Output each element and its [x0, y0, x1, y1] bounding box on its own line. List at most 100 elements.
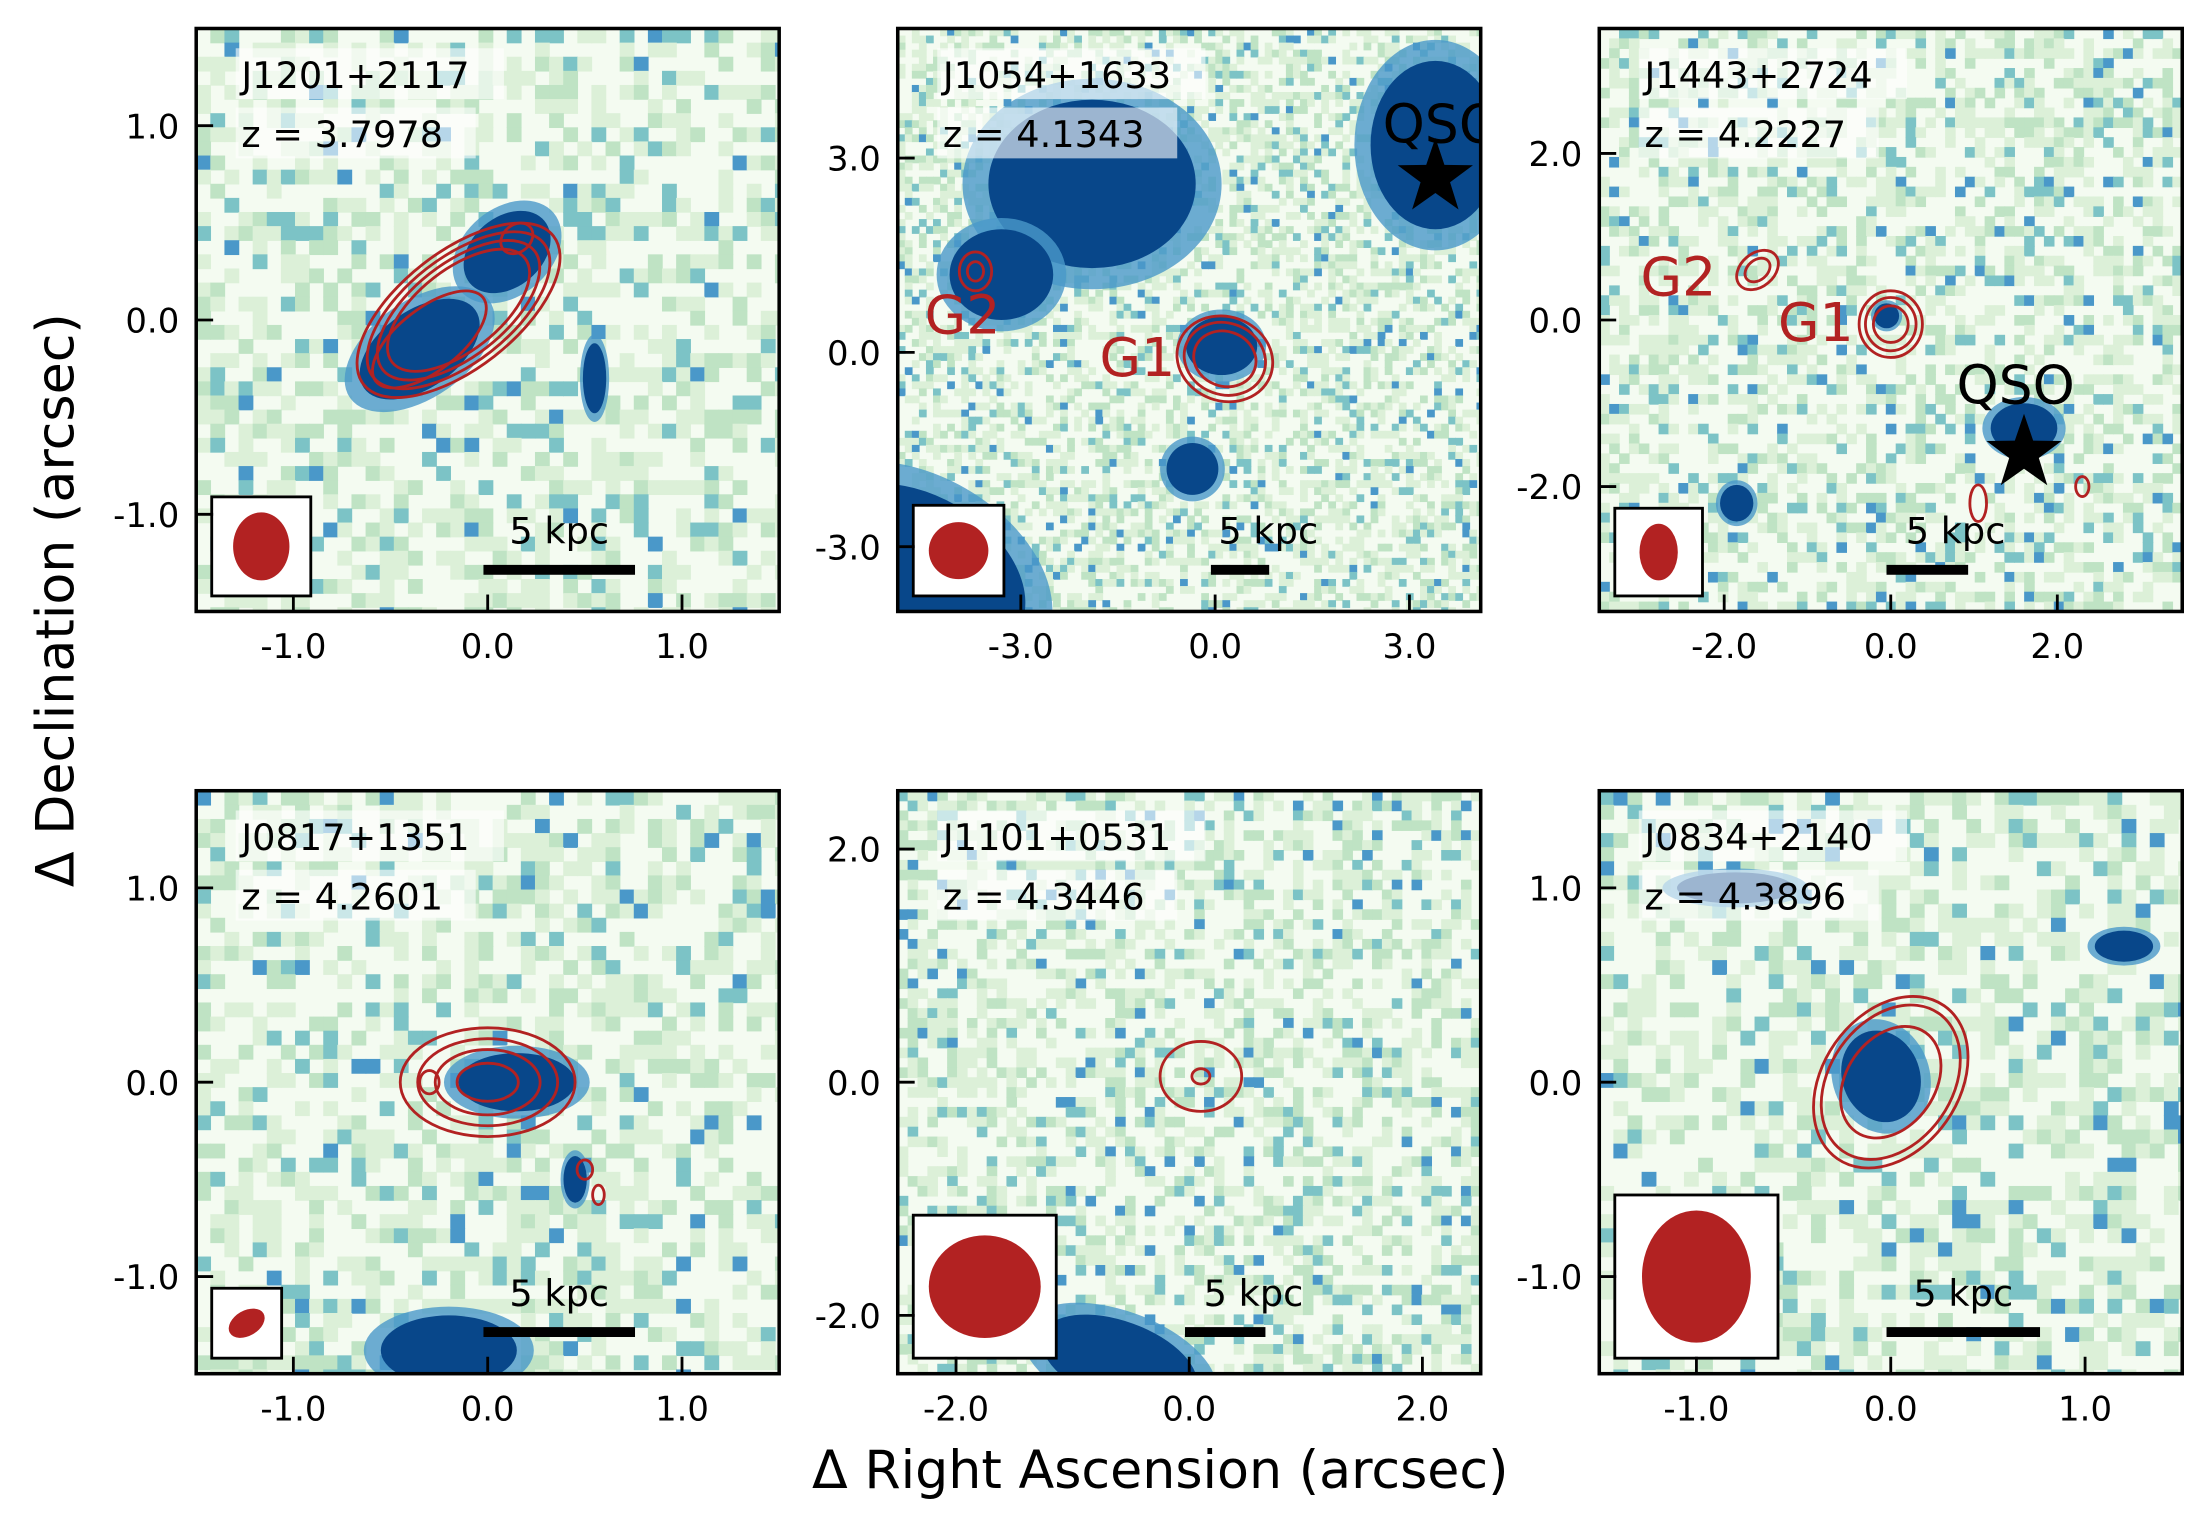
image-pixel: [918, 99, 927, 107]
image-pixel: [1391, 282, 1400, 291]
image-pixel: [1208, 56, 1217, 65]
image-pixel: [1123, 303, 1132, 312]
image-pixel: [933, 402, 941, 411]
image-pixel: [1215, 106, 1224, 114]
image-pixel: [1412, 367, 1421, 376]
image-pixel: [238, 296, 254, 312]
image-pixel: [1144, 480, 1153, 488]
image-pixel: [1628, 117, 1640, 129]
image-pixel: [633, 607, 649, 612]
image-pixel: [1271, 473, 1280, 481]
image-pixel: [1053, 501, 1061, 510]
image-pixel: [1116, 324, 1125, 333]
image-pixel: [1130, 310, 1139, 319]
image-pixel: [1905, 28, 1917, 40]
image-pixel: [1151, 487, 1160, 496]
image-pixel: [989, 430, 998, 439]
image-pixel: [1264, 494, 1273, 503]
image-pixel: [2073, 147, 2085, 158]
image-pixel: [1187, 529, 1195, 538]
image-pixel: [1964, 176, 1976, 188]
image-pixel: [1455, 268, 1464, 277]
image-pixel: [1462, 42, 1471, 51]
image-pixel: [619, 423, 635, 439]
image-pixel: [918, 113, 927, 121]
image-pixel: [1229, 543, 1238, 552]
image-pixel: [280, 466, 296, 481]
image-pixel: [1109, 557, 1118, 566]
image-pixel: [989, 381, 998, 390]
image-pixel: [1377, 501, 1386, 510]
image-pixel: [676, 99, 691, 114]
image-pixel: [1398, 353, 1407, 361]
image-pixel: [732, 550, 748, 566]
image-pixel: [1321, 254, 1329, 263]
image-pixel: [633, 409, 649, 425]
image-pixel: [379, 508, 395, 524]
image-pixel: [1038, 508, 1047, 517]
image-pixel: [1116, 430, 1125, 439]
image-pixel: [1250, 543, 1259, 552]
image-pixel: [1427, 261, 1435, 270]
image-pixel: [1469, 543, 1478, 552]
image-pixel: [1116, 42, 1125, 51]
image-pixel: [1060, 339, 1068, 347]
image-pixel: [309, 423, 324, 439]
image-pixel: [1342, 395, 1351, 404]
image-pixel: [266, 212, 282, 227]
image-pixel: [1243, 204, 1252, 213]
image-pixel: [1053, 508, 1061, 517]
image-pixel: [1250, 162, 1259, 171]
image-pixel: [393, 409, 409, 425]
image-pixel: [1208, 70, 1217, 79]
image-pixel: [252, 310, 268, 326]
image-pixel: [1434, 395, 1442, 404]
image-pixel: [2014, 127, 2025, 138]
image-pixel: [1356, 190, 1365, 199]
image-pixel: [1307, 360, 1315, 368]
image-pixel: [1074, 543, 1082, 552]
image-pixel: [1116, 388, 1125, 397]
y-tick-label: -3.0: [815, 528, 881, 567]
image-pixel: [1427, 508, 1435, 517]
image-pixel: [1717, 97, 1729, 109]
image-pixel: [1954, 117, 1966, 129]
image-pixel: [224, 607, 240, 612]
image-pixel: [933, 423, 941, 432]
image-pixel: [1208, 77, 1217, 86]
image-pixel: [746, 183, 762, 199]
image-pixel: [1398, 381, 1407, 390]
image-pixel: [1172, 35, 1181, 44]
image-pixel: [718, 197, 734, 213]
image-pixel: [746, 593, 762, 608]
image-pixel: [1158, 268, 1167, 277]
image-pixel: [1462, 480, 1471, 488]
image-pixel: [1088, 494, 1097, 503]
image-pixel: [1045, 494, 1054, 503]
image-pixel: [506, 70, 522, 86]
image-pixel: [1377, 508, 1386, 517]
image-pixel: [1215, 261, 1224, 270]
image-pixel: [1895, 186, 1907, 198]
image-pixel: [940, 226, 948, 234]
image-pixel: [1067, 360, 1075, 368]
image-pixel: [1314, 607, 1322, 612]
image-pixel: [1335, 240, 1344, 248]
image-pixel: [1081, 296, 1090, 305]
image-pixel: [904, 437, 913, 446]
image-pixel: [1363, 374, 1372, 383]
image-pixel: [1137, 353, 1146, 361]
image-pixel: [1328, 219, 1337, 227]
image-pixel: [1300, 515, 1308, 524]
image-pixel: [1165, 42, 1174, 51]
image-pixel: [933, 409, 941, 418]
image-pixel: [1328, 183, 1337, 192]
redshift-box: [235, 107, 476, 159]
image-pixel: [1370, 550, 1379, 559]
image-pixel: [1158, 579, 1167, 587]
image-pixel: [1031, 480, 1040, 488]
image-pixel: [961, 346, 970, 354]
image-pixel: [2063, 77, 2075, 89]
image-pixel: [1609, 186, 1620, 198]
image-pixel: [1285, 331, 1294, 340]
